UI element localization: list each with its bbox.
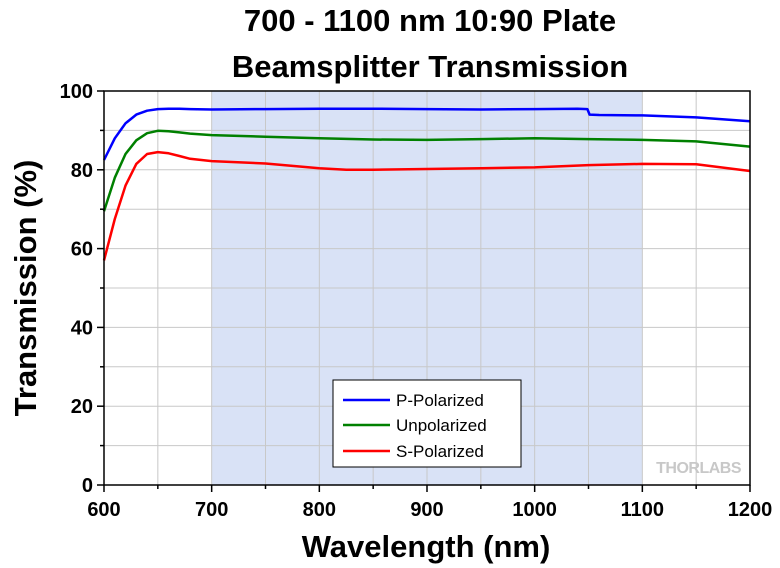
x-tick-label: 600 bbox=[87, 499, 120, 521]
x-tick-label: 700 bbox=[195, 499, 228, 521]
y-tick-label: 80 bbox=[71, 160, 93, 182]
thorlabs-watermark: THORLABS bbox=[656, 460, 742, 477]
series-line-p-polarized bbox=[102, 107, 751, 161]
legend-label-unpolarized: Unpolarized bbox=[396, 416, 487, 435]
series-lines bbox=[102, 107, 751, 261]
y-tick-label: 0 bbox=[82, 475, 93, 497]
chart-title-line-1: 700 - 1100 nm 10:90 Plate bbox=[244, 3, 616, 38]
x-tick-label: 1200 bbox=[728, 499, 773, 521]
legend: P-Polarized Unpolarized S-Polarized bbox=[332, 379, 522, 468]
y-axis-label: Transmission (%) bbox=[8, 160, 43, 417]
x-axis-label: Wavelength (nm) bbox=[302, 529, 551, 564]
axis-ticks bbox=[97, 90, 751, 492]
y-tick-label: 20 bbox=[71, 396, 93, 418]
legend-label-s-polarized: S-Polarized bbox=[396, 442, 484, 461]
y-tick-label: 60 bbox=[71, 239, 93, 261]
y-tick-label: 100 bbox=[60, 81, 93, 103]
x-tick-label: 1000 bbox=[512, 499, 557, 521]
series-line-s-polarized bbox=[102, 150, 751, 261]
chart-title-line-2: Beamsplitter Transmission bbox=[232, 49, 628, 84]
legend-box bbox=[332, 379, 522, 468]
x-tick-label: 900 bbox=[410, 499, 443, 521]
x-tick-label: 1100 bbox=[621, 499, 664, 521]
y-tick-label: 40 bbox=[71, 317, 93, 339]
legend-label-p-polarized: P-Polarized bbox=[396, 391, 484, 410]
x-tick-label: 800 bbox=[303, 499, 336, 521]
series-line-unpolarized bbox=[102, 129, 751, 212]
